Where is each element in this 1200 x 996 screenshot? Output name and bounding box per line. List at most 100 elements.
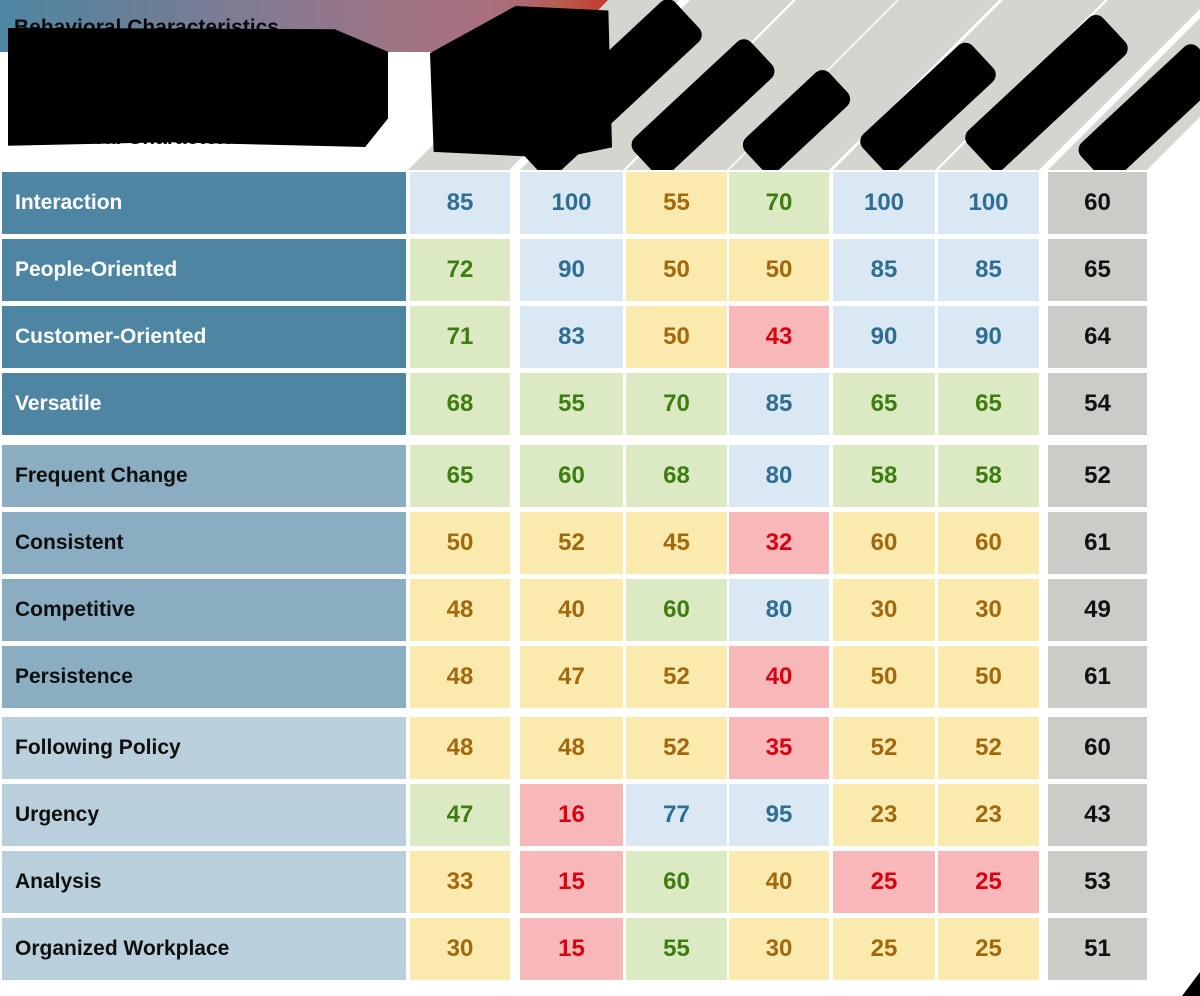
- table-row: Frequent Change 65 60 68 80 58 58 52: [2, 445, 1162, 507]
- value-cell: 30: [729, 918, 829, 980]
- value-cell: 48: [410, 646, 510, 708]
- value-cell: 60: [1048, 717, 1147, 779]
- value-cell: 65: [938, 373, 1039, 435]
- value-cell: 90: [938, 306, 1039, 368]
- value-cell: 32: [729, 512, 829, 574]
- value-cell: 61: [1048, 512, 1147, 574]
- value-cell: 15: [520, 918, 623, 980]
- value-cell: 60: [833, 512, 935, 574]
- row-label: Persistence: [2, 646, 406, 708]
- value-cell: 23: [833, 784, 935, 846]
- table-row: People-Oriented 72 90 50 50 85 85 65: [2, 239, 1162, 301]
- row-label: Consistent: [2, 512, 406, 574]
- value-cell: 15: [520, 851, 623, 913]
- table-row: Interaction 85 100 55 70 100 100 60: [2, 172, 1162, 234]
- value-cell: 16: [520, 784, 623, 846]
- value-cell: 60: [1048, 172, 1147, 234]
- value-cell: 52: [520, 512, 623, 574]
- value-cell: 50: [410, 512, 510, 574]
- value-cell: 65: [1048, 239, 1147, 301]
- value-cell: 85: [410, 172, 510, 234]
- value-cell: 45: [626, 512, 727, 574]
- value-cell: 65: [410, 445, 510, 507]
- value-cell: 100: [938, 172, 1039, 234]
- redaction-blob-corner: [1182, 972, 1200, 996]
- value-cell: 60: [938, 512, 1039, 574]
- value-cell: 58: [833, 445, 935, 507]
- value-cell: 80: [729, 579, 829, 641]
- value-cell: 48: [410, 579, 510, 641]
- value-cell: 52: [626, 717, 727, 779]
- value-cell: 85: [938, 239, 1039, 301]
- value-cell: 50: [938, 646, 1039, 708]
- value-cell: 58: [938, 445, 1039, 507]
- value-cell: 25: [833, 918, 935, 980]
- value-cell: 52: [626, 646, 727, 708]
- value-cell: 25: [833, 851, 935, 913]
- value-cell: 23: [938, 784, 1039, 846]
- value-cell: 43: [729, 306, 829, 368]
- value-cell: 53: [1048, 851, 1147, 913]
- table-header: Behavioral Characteristics Behavioral Ch…: [0, 0, 1200, 170]
- value-cell: 33: [410, 851, 510, 913]
- value-cell: 70: [626, 373, 727, 435]
- value-cell: 40: [520, 579, 623, 641]
- value-cell: 47: [520, 646, 623, 708]
- value-cell: 90: [520, 239, 623, 301]
- value-cell: 77: [626, 784, 727, 846]
- value-cell: 72: [410, 239, 510, 301]
- value-cell: 50: [626, 239, 727, 301]
- value-cell: 25: [938, 851, 1039, 913]
- value-cell: 50: [626, 306, 727, 368]
- table-row: Versatile 68 55 70 85 65 65 54: [2, 373, 1162, 435]
- row-label: Frequent Change: [2, 445, 406, 507]
- value-cell: 100: [520, 172, 623, 234]
- value-cell: 65: [833, 373, 935, 435]
- value-cell: 30: [410, 918, 510, 980]
- row-label: Competitive: [2, 579, 406, 641]
- table-grid: Interaction 85 100 55 70 100 100 60 People-Orien…: [2, 172, 1162, 985]
- value-cell: 95: [729, 784, 829, 846]
- value-cell: 30: [938, 579, 1039, 641]
- table-row: Organized Workplace 30 15 55 30 25 25 51: [2, 918, 1162, 980]
- value-cell: 55: [520, 373, 623, 435]
- value-cell: 35: [729, 717, 829, 779]
- value-cell: 51: [1048, 918, 1147, 980]
- value-cell: 52: [833, 717, 935, 779]
- value-cell: 55: [626, 918, 727, 980]
- table-row: Competitive 48 40 60 80 30 30 49: [2, 579, 1162, 641]
- value-cell: 60: [626, 579, 727, 641]
- value-cell: 48: [410, 717, 510, 779]
- table-row: Analysis 33 15 60 40 25 25 53: [2, 851, 1162, 913]
- table-row: Customer-Oriented 71 83 50 43 90 90 64: [2, 306, 1162, 368]
- value-cell: 64: [1048, 306, 1147, 368]
- row-label: Customer-Oriented: [2, 306, 406, 368]
- value-cell: 50: [729, 239, 829, 301]
- value-cell: 83: [520, 306, 623, 368]
- value-cell: 70: [729, 172, 829, 234]
- value-cell: 47: [410, 784, 510, 846]
- value-cell: 85: [729, 373, 829, 435]
- value-cell: 43: [1048, 784, 1147, 846]
- table-row: Consistent 50 52 45 32 60 60 61: [2, 512, 1162, 574]
- redaction-blob: [8, 28, 388, 147]
- value-cell: 49: [1048, 579, 1147, 641]
- value-cell: 52: [938, 717, 1039, 779]
- value-cell: 55: [626, 172, 727, 234]
- value-cell: 60: [520, 445, 623, 507]
- value-cell: 90: [833, 306, 935, 368]
- value-cell: 80: [729, 445, 829, 507]
- value-cell: 60: [626, 851, 727, 913]
- value-cell: 30: [833, 579, 935, 641]
- row-label: Following Policy: [2, 717, 406, 779]
- value-cell: 68: [626, 445, 727, 507]
- value-cell: 54: [1048, 373, 1147, 435]
- value-cell: 40: [729, 646, 829, 708]
- value-cell: 52: [1048, 445, 1147, 507]
- row-label: Interaction: [2, 172, 406, 234]
- value-cell: 48: [520, 717, 623, 779]
- value-cell: 85: [833, 239, 935, 301]
- value-cell: 71: [410, 306, 510, 368]
- row-label: Versatile: [2, 373, 406, 435]
